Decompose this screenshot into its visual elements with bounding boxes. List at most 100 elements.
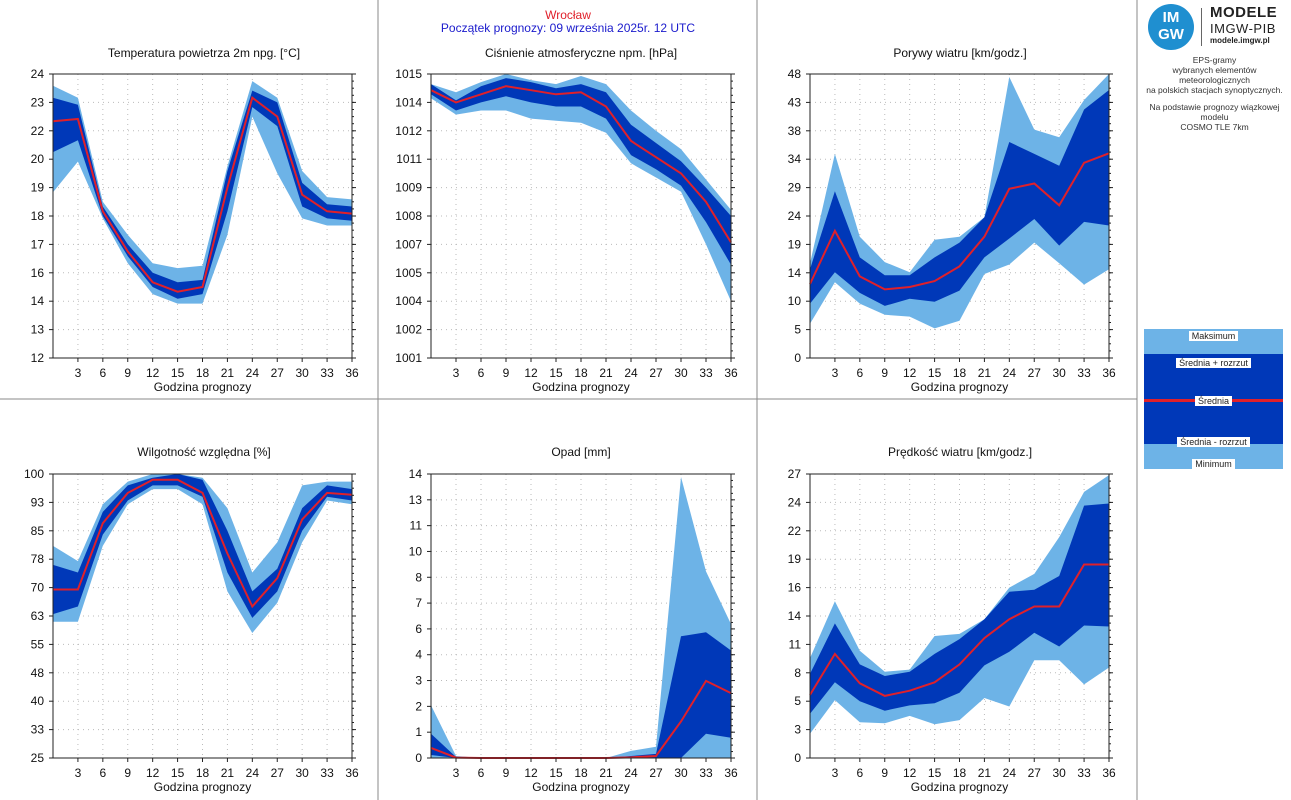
x-tick-label: 33 [699, 766, 713, 780]
description-model: Na podstawie prognozy wiązkowej modelu C… [1138, 102, 1291, 132]
x-tick-label: 24 [246, 766, 260, 780]
x-tick-label: 3 [832, 766, 839, 780]
x-tick-label: 36 [345, 766, 359, 780]
x-tick-label: 3 [453, 766, 460, 780]
y-tick-label: 3 [415, 674, 422, 688]
x-tick-label: 24 [624, 766, 638, 780]
x-tick-label: 18 [574, 766, 588, 780]
y-tick-label: 18 [31, 209, 45, 223]
series-mean-line [430, 85, 732, 243]
x-tick-label: 36 [1102, 766, 1116, 780]
y-tick-label: 8 [415, 570, 422, 584]
x-tick-label: 12 [903, 366, 917, 380]
x-tick-label: 27 [271, 766, 285, 780]
y-tick-label: 43 [788, 95, 802, 109]
x-tick-label: 18 [574, 366, 588, 380]
x-tick-label: 9 [124, 766, 131, 780]
x-tick-label: 3 [453, 366, 460, 380]
y-tick-label: 27 [788, 467, 802, 481]
logo-url[interactable]: modele.imgw.pl [1210, 36, 1270, 45]
x-tick-label: 12 [524, 766, 538, 780]
y-tick-label: 7 [415, 596, 422, 610]
y-tick-label: 1001 [395, 351, 422, 365]
x-tick-label: 30 [1052, 766, 1066, 780]
x-tick-label: 30 [674, 366, 688, 380]
y-tick-label: 16 [31, 266, 45, 280]
x-axis-label: Godzina prognozy [154, 780, 251, 794]
x-tick-label: 21 [221, 366, 235, 380]
x-axis-label: Godzina prognozy [532, 380, 629, 394]
x-tick-label: 6 [856, 366, 863, 380]
band-minmax [431, 74, 731, 302]
band-spread [810, 90, 1109, 306]
y-tick-label: 1004 [395, 294, 422, 308]
x-tick-label: 12 [524, 366, 538, 380]
series-mean-line [809, 152, 1110, 291]
imgw-logo[interactable]: IM GW MODELE IMGW-PIB modele.imgw.pl [1146, 2, 1291, 50]
y-tick-label: 20 [31, 152, 45, 166]
chart-title: Wilgotność względna [%] [137, 445, 270, 459]
x-tick-label: 18 [196, 766, 210, 780]
x-tick-label: 9 [503, 766, 510, 780]
x-axis-label: Godzina prognozy [532, 780, 629, 794]
x-tick-label: 3 [75, 766, 82, 780]
y-tick-label: 48 [788, 67, 802, 81]
series-mean-line [53, 478, 353, 609]
x-tick-label: 15 [928, 366, 942, 380]
y-tick-label: 12 [31, 351, 45, 365]
y-tick-label: 0 [794, 351, 801, 365]
y-tick-label: 2 [415, 699, 422, 713]
x-tick-label: 30 [295, 766, 309, 780]
desc-line: na polskich stacjach synoptycznych. [1146, 85, 1283, 95]
x-tick-label: 15 [928, 766, 942, 780]
legend-label-mean: Średnia [1194, 396, 1233, 406]
y-tick-label: 25 [31, 751, 45, 765]
y-tick-label: 1002 [395, 323, 422, 337]
band-spread [810, 503, 1109, 714]
y-tick-label: 1005 [395, 266, 422, 280]
x-tick-label: 3 [832, 366, 839, 380]
y-tick-label: 1014 [395, 95, 422, 109]
y-tick-label: 11 [410, 519, 423, 533]
x-axis-label: Godzina prognozy [911, 380, 1008, 394]
y-tick-label: 1007 [395, 237, 422, 251]
chart-title: Porywy wiatru [km/godz.] [893, 46, 1026, 60]
desc-line: COSMO TLE 7km [1180, 122, 1249, 132]
legend: Maksimum Średnia + rozrzut Średnia Średn… [1144, 329, 1283, 469]
band-minmax [53, 474, 352, 633]
x-tick-label: 27 [649, 366, 663, 380]
y-tick-label: 10 [409, 544, 423, 558]
x-tick-label: 36 [345, 366, 359, 380]
x-tick-label: 9 [881, 366, 888, 380]
y-tick-label: 13 [31, 323, 45, 337]
desc-line: wybranych elementów meteorologicznych [1172, 65, 1257, 85]
imgw-logo-icon: IM GW [1148, 4, 1194, 50]
x-tick-label: 33 [320, 366, 334, 380]
x-tick-label: 33 [1077, 366, 1091, 380]
x-tick-label: 18 [196, 366, 210, 380]
y-tick-label: 19 [788, 237, 802, 251]
y-tick-label: 38 [788, 124, 802, 138]
y-tick-label: 24 [31, 67, 45, 81]
chart-title: Opad [mm] [551, 445, 610, 459]
x-tick-label: 6 [99, 366, 106, 380]
band-spread [431, 632, 731, 758]
y-tick-label: 0 [415, 751, 422, 765]
y-tick-label: 1012 [395, 124, 422, 138]
series-mean-line [52, 96, 353, 293]
y-tick-label: 63 [31, 609, 45, 623]
x-tick-label: 27 [271, 366, 285, 380]
x-tick-label: 36 [1102, 366, 1116, 380]
y-tick-label: 78 [31, 552, 45, 566]
legend-label-plus: Średnia + rozrzut [1176, 358, 1251, 368]
y-tick-label: 24 [788, 209, 802, 223]
x-tick-label: 24 [246, 366, 260, 380]
x-tick-label: 33 [1077, 766, 1091, 780]
x-tick-label: 3 [75, 366, 82, 380]
x-tick-label: 33 [320, 766, 334, 780]
x-tick-label: 6 [478, 366, 485, 380]
band-spread [53, 474, 352, 618]
